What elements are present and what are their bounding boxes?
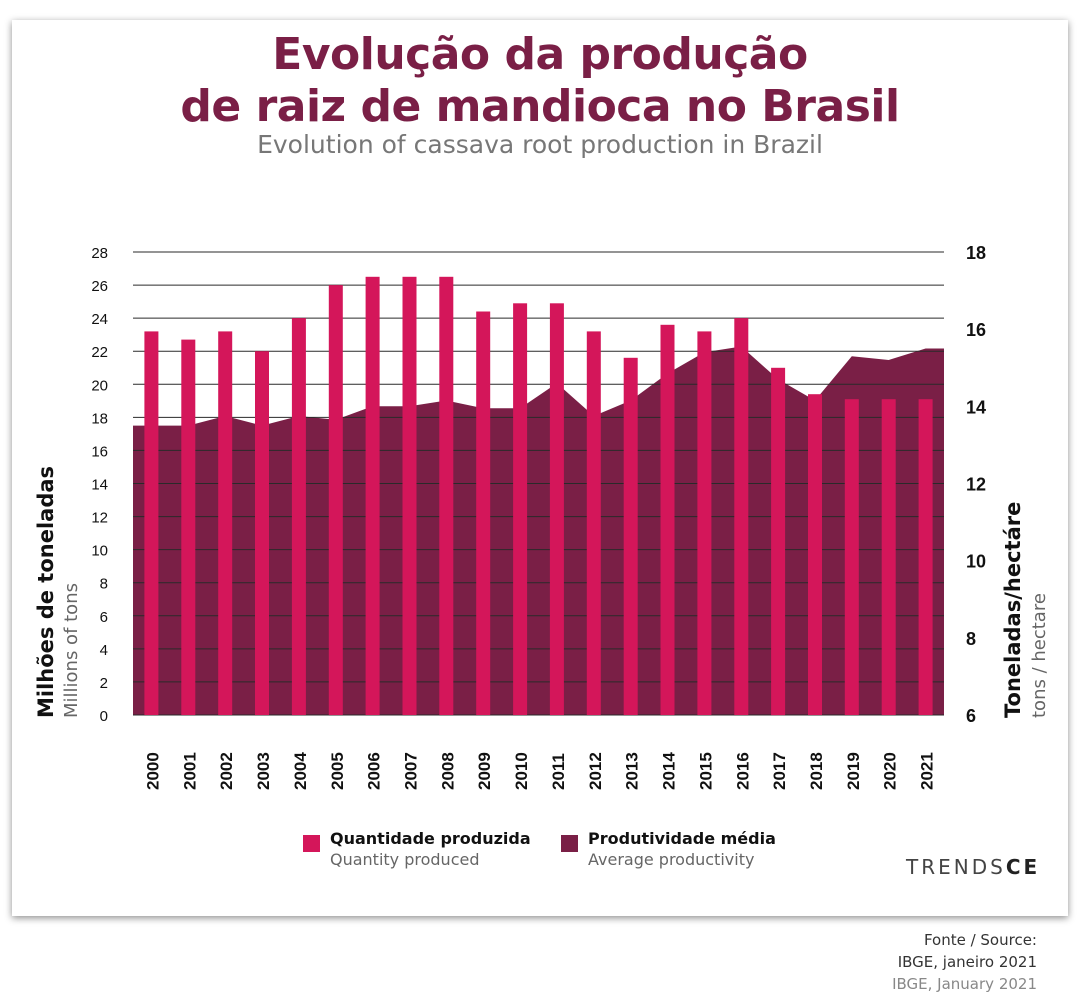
x-tick-label: 2011 — [549, 753, 568, 790]
bar-2013 — [623, 357, 638, 715]
y-left-tick-label: 4 — [100, 642, 108, 659]
x-tick-label: 2007 — [401, 752, 420, 790]
source-text-en: IBGE, January 2021 — [892, 975, 1037, 993]
x-tick-label: 2020 — [881, 752, 900, 790]
chart-title-line2: de raiz de mandioca no Brasil — [180, 81, 900, 132]
bar-2012 — [586, 331, 601, 715]
y-left-tick-label: 24 — [91, 311, 108, 328]
brand-logo-part1: TRENDS — [906, 855, 1006, 879]
y-left-tick-label: 22 — [91, 344, 108, 361]
y-left-axis-title: Milhões de toneladas — [34, 466, 58, 718]
y-left-tick-label: 26 — [91, 278, 108, 295]
y-left-tick-label: 20 — [91, 377, 108, 394]
chart-subtitle: Evolution of cassava root production in … — [257, 130, 823, 159]
y-left-tick-label: 2 — [100, 675, 108, 692]
y-left-tick-label: 16 — [91, 443, 108, 460]
x-tick-label: 2004 — [291, 752, 310, 790]
y-left-tick-label: 18 — [91, 410, 108, 427]
legend-label-productivity-en: Average productivity — [588, 850, 755, 869]
bar-2005 — [328, 285, 343, 715]
x-tick-label: 2015 — [696, 752, 715, 790]
legend-label-quantity-en: Quantity produced — [330, 850, 480, 869]
x-tick-label: 2019 — [844, 752, 863, 790]
x-tick-label: 2010 — [512, 752, 531, 790]
bar-2000 — [144, 331, 159, 715]
x-tick-label: 2009 — [475, 752, 494, 790]
y-right-tick-label: 6 — [966, 706, 976, 726]
legend-swatch-quantity — [303, 835, 320, 852]
bar-2004 — [291, 318, 306, 715]
x-tick-label: 2013 — [623, 752, 642, 790]
bar-2008 — [439, 276, 454, 715]
brand-logo-part2: CE — [1005, 855, 1041, 879]
legend-label-quantity: Quantidade produzida — [330, 829, 531, 848]
y-right-axis-title-en: tons / hectare — [1029, 593, 1050, 718]
y-right-tick-label: 12 — [966, 475, 986, 495]
bar-2016 — [734, 318, 749, 715]
bar-2017 — [771, 367, 786, 716]
y-right-tick-label: 18 — [966, 243, 986, 263]
bar-2014 — [660, 324, 675, 715]
bar-2018 — [808, 394, 822, 715]
bar-2011 — [549, 303, 564, 715]
bar-2007 — [402, 276, 417, 715]
x-tick-label: 2003 — [254, 752, 273, 790]
y-right-tick-label: 16 — [966, 320, 986, 340]
bar-2003 — [255, 351, 269, 715]
source-text-pt: IBGE, janeiro 2021 — [897, 953, 1037, 971]
y-left-tick-label: 8 — [100, 576, 108, 593]
bar-2020 — [881, 399, 896, 715]
y-right-tick-label: 10 — [966, 552, 986, 572]
x-tick-label: 2017 — [770, 752, 789, 790]
x-tick-label: 2014 — [660, 752, 679, 790]
x-tick-label: 2016 — [733, 752, 752, 790]
y-right-tick-label: 8 — [966, 629, 976, 649]
y-left-tick-label: 6 — [100, 609, 108, 626]
bar-2009 — [476, 311, 491, 715]
bar-2019 — [844, 399, 859, 715]
bar-2021 — [918, 399, 933, 715]
y-left-tick-label: 14 — [91, 477, 108, 494]
y-right-tick-label: 14 — [966, 397, 986, 417]
x-tick-label: 2012 — [586, 752, 605, 790]
x-tick-label: 2005 — [328, 752, 347, 790]
x-tick-label: 2021 — [918, 752, 937, 790]
x-tick-label: 2002 — [217, 752, 236, 790]
x-tick-label: 2008 — [438, 752, 457, 790]
bar-2006 — [365, 276, 380, 715]
y-left-tick-label: 28 — [91, 245, 108, 262]
legend-swatch-productivity — [561, 835, 578, 852]
brand-logo: TRENDSCE — [906, 855, 1040, 879]
y-right-axis-title: Toneladas/hectáre — [1001, 502, 1025, 718]
y-left-tick-label: 0 — [100, 708, 108, 725]
bar-2015 — [697, 331, 712, 715]
x-tick-label: 2000 — [143, 752, 162, 790]
y-left-tick-label: 10 — [91, 543, 108, 560]
bar-2001 — [181, 339, 196, 715]
legend-label-productivity: Produtividade média — [588, 829, 776, 848]
bar-2010 — [513, 303, 528, 715]
source-label: Fonte / Source: — [923, 931, 1037, 949]
productivity-area — [133, 346, 944, 715]
y-left-tick-label: 12 — [91, 510, 108, 527]
y-left-axis-title-en: Millions of tons — [61, 583, 82, 718]
x-tick-label: 2006 — [365, 752, 384, 790]
bar-2002 — [218, 331, 233, 715]
chart-title-line1: Evolução da produção — [272, 29, 808, 80]
x-tick-label: 2001 — [180, 752, 199, 790]
x-tick-label: 2018 — [807, 752, 826, 790]
